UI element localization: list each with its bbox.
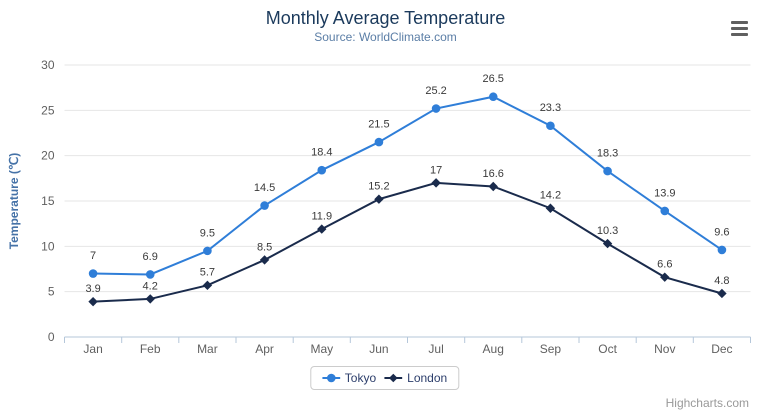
svg-text:5.7: 5.7 xyxy=(200,267,215,279)
svg-text:Oct: Oct xyxy=(598,342,617,356)
svg-text:18.3: 18.3 xyxy=(597,148,618,160)
svg-text:Mar: Mar xyxy=(197,342,218,356)
svg-text:25: 25 xyxy=(41,103,55,117)
svg-text:14.2: 14.2 xyxy=(540,190,561,202)
svg-text:Apr: Apr xyxy=(255,342,274,356)
svg-text:Jun: Jun xyxy=(369,342,388,356)
svg-text:3.9: 3.9 xyxy=(85,283,100,295)
svg-text:9.6: 9.6 xyxy=(714,227,729,239)
svg-text:26.5: 26.5 xyxy=(482,73,503,85)
svg-text:15.2: 15.2 xyxy=(368,181,389,193)
svg-text:17: 17 xyxy=(430,164,442,176)
svg-text:21.5: 21.5 xyxy=(368,119,389,131)
svg-text:Jan: Jan xyxy=(83,342,102,356)
svg-text:7: 7 xyxy=(90,250,96,262)
svg-text:25.2: 25.2 xyxy=(425,85,446,97)
svg-text:Sep: Sep xyxy=(540,342,562,356)
svg-text:Dec: Dec xyxy=(711,342,732,356)
svg-text:Feb: Feb xyxy=(140,342,161,356)
svg-text:May: May xyxy=(310,342,333,356)
svg-text:5: 5 xyxy=(48,285,55,299)
svg-text:Nov: Nov xyxy=(654,342,675,356)
svg-text:15: 15 xyxy=(41,194,55,208)
svg-text:10: 10 xyxy=(41,239,55,253)
svg-text:Jul: Jul xyxy=(428,342,443,356)
svg-text:11.9: 11.9 xyxy=(312,211,333,223)
svg-text:6.6: 6.6 xyxy=(657,259,672,271)
svg-text:4.8: 4.8 xyxy=(714,275,729,287)
svg-text:10.3: 10.3 xyxy=(597,225,618,237)
svg-text:20: 20 xyxy=(41,149,55,163)
svg-text:30: 30 xyxy=(41,58,55,72)
svg-text:14.5: 14.5 xyxy=(254,182,275,194)
svg-text:18.4: 18.4 xyxy=(311,147,332,159)
svg-text:6.9: 6.9 xyxy=(143,251,158,263)
svg-text:16.6: 16.6 xyxy=(482,168,503,180)
svg-text:4.2: 4.2 xyxy=(143,280,158,292)
svg-text:13.9: 13.9 xyxy=(654,188,675,200)
svg-text:0: 0 xyxy=(48,330,55,344)
svg-text:Aug: Aug xyxy=(483,342,504,356)
svg-text:23.3: 23.3 xyxy=(540,102,561,114)
svg-text:8.5: 8.5 xyxy=(257,241,272,253)
svg-text:9.5: 9.5 xyxy=(200,227,215,239)
